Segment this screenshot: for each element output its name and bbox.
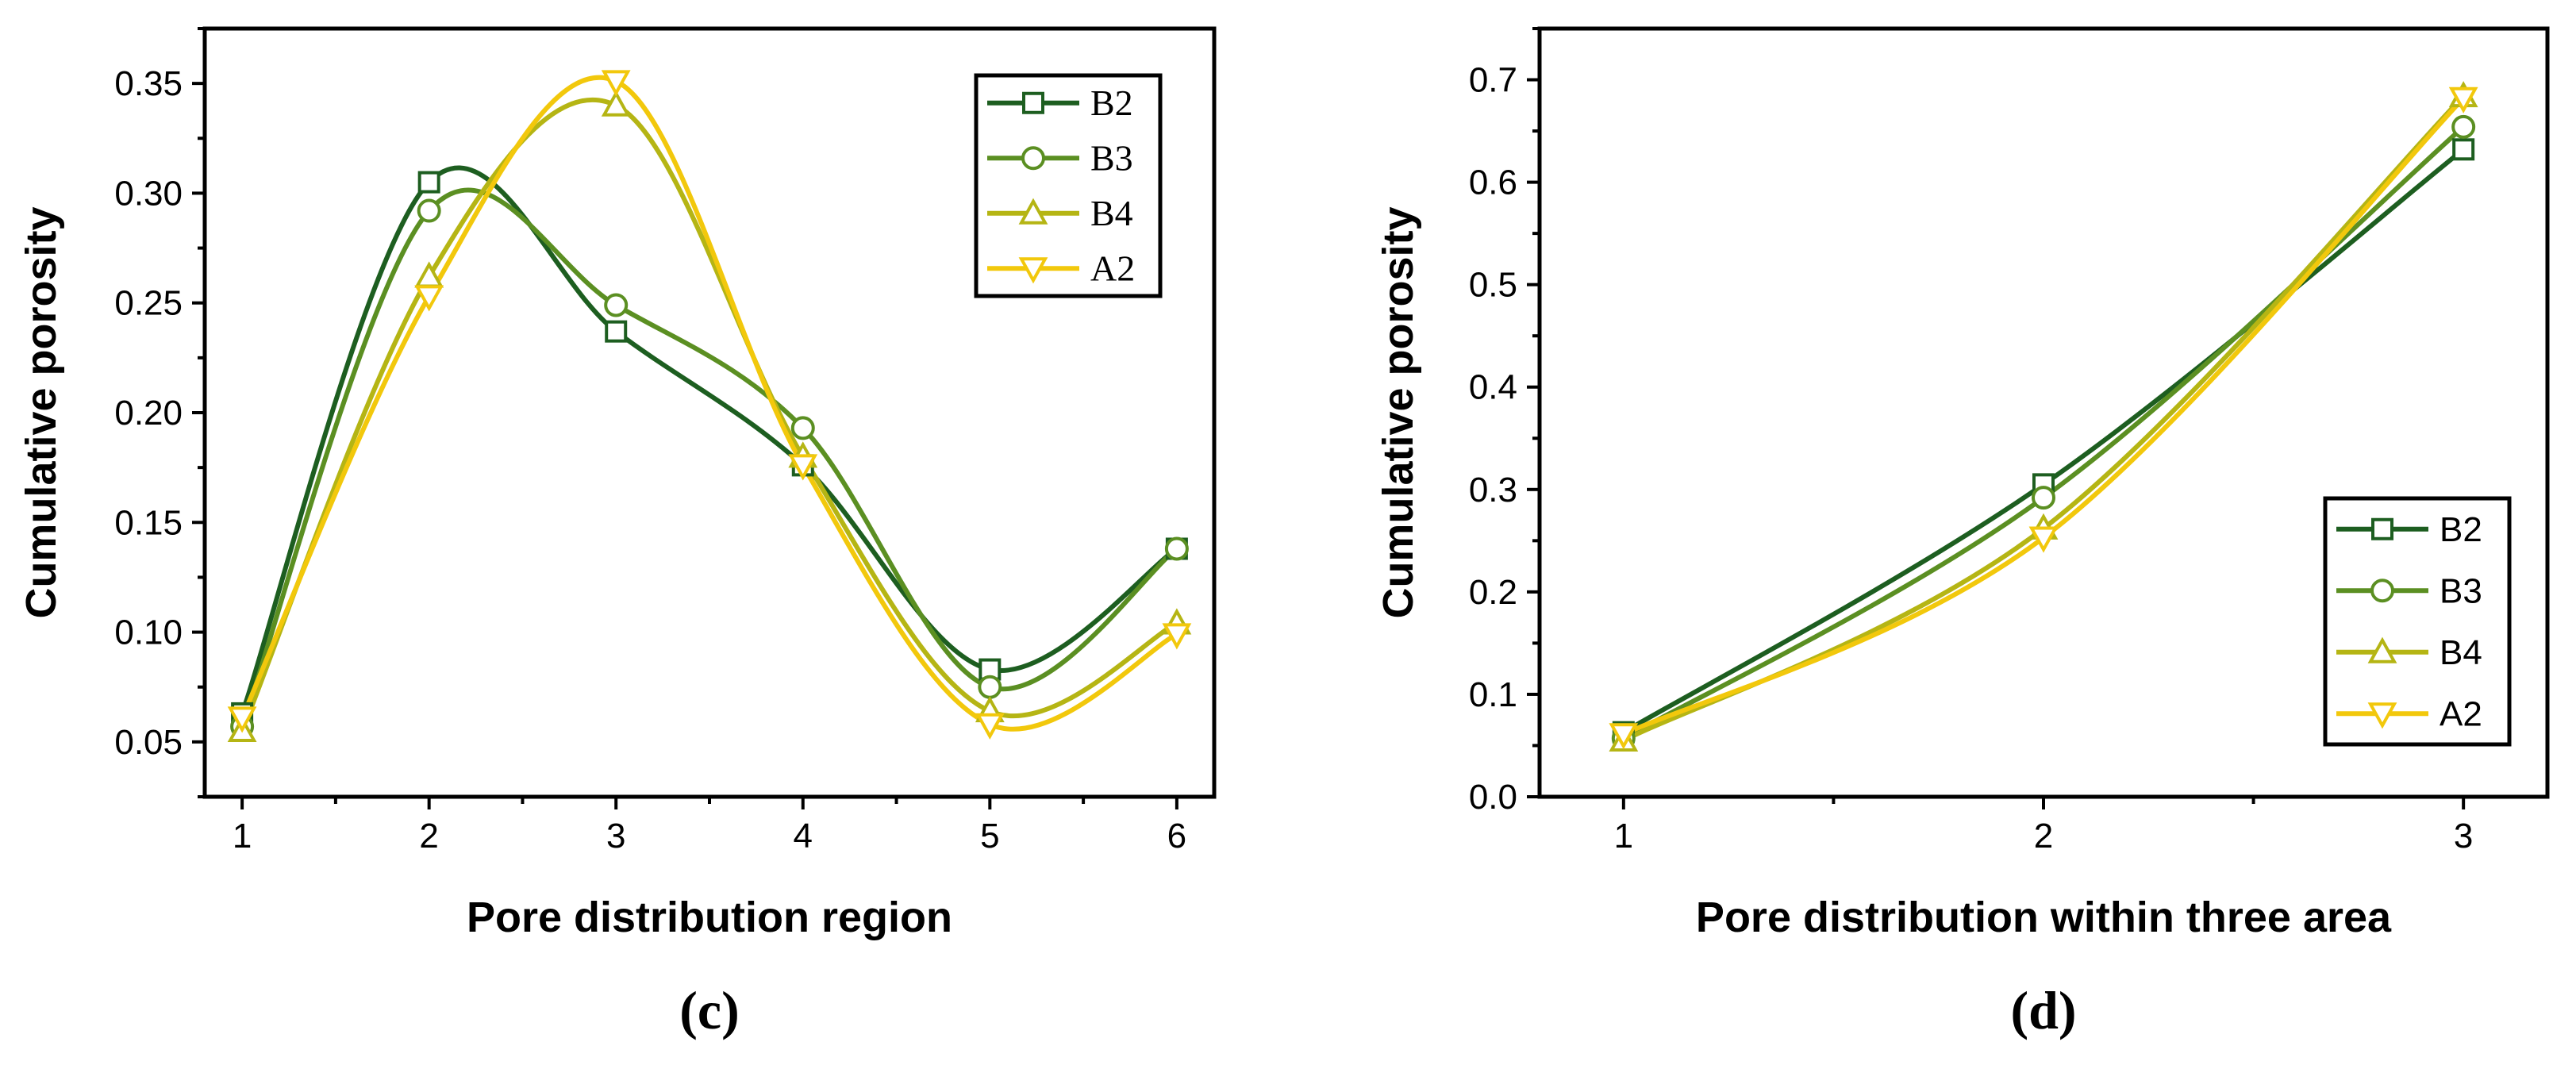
data-point-b3-2: [2032, 486, 2055, 510]
x-tick-label: 1: [1614, 817, 1633, 855]
data-point-a2-1: [227, 706, 257, 733]
x-tick-label: 1: [233, 817, 252, 855]
x-tick-label: 3: [2454, 817, 2473, 855]
legend-label-b2: B2: [1090, 83, 1133, 123]
data-point-a2-3: [601, 70, 631, 97]
legend-marker-a2: [2367, 702, 2397, 729]
legend-box: [974, 73, 1163, 298]
chart-panel-c: 1 2 3 4 5 6 0.05 0.10 0.15 0.20 0.25 0.30 0.35 Pore d…: [17, 26, 1217, 1040]
legend-marker-b4: [2367, 636, 2397, 663]
y-tick-label: 0.15: [114, 503, 183, 542]
data-point-b3-5: [978, 675, 1002, 699]
data-point-b2-3: [2452, 138, 2475, 161]
legend-marker-b4: [1018, 198, 1048, 225]
x-tick-label: 2: [419, 817, 438, 855]
y-tick-label: 0.25: [114, 284, 183, 323]
data-point-b2-2: [417, 171, 440, 194]
y-axis-title: Cumulative porosity: [1375, 206, 1422, 618]
data-point-b2-3: [605, 320, 628, 343]
y-tick-label: 0.4: [1469, 368, 1517, 407]
data-point-b4-2: [414, 261, 444, 288]
x-tick-label: 3: [606, 817, 625, 855]
legend-marker-a2: [1018, 257, 1048, 284]
y-tick-label: 0.35: [114, 64, 183, 103]
data-point-a2-2: [414, 285, 444, 312]
legend-marker-b3: [2370, 579, 2394, 603]
panel-label: (d): [2010, 980, 2076, 1040]
plot-area: [1609, 81, 2478, 752]
y-tick-label: 0.6: [1469, 163, 1517, 202]
legend-label-b2: B2: [2440, 510, 2482, 549]
legend-label-b4: B4: [1090, 193, 1133, 233]
x-tick-label: 5: [980, 817, 999, 855]
x-tick-label: 6: [1167, 817, 1186, 855]
data-point-b3-2: [417, 198, 441, 223]
data-point-a2-4: [788, 454, 818, 481]
y-tick-label: 0.05: [114, 723, 183, 762]
y-axis-title: Cumulative porosity: [17, 206, 65, 618]
data-point-b3-3: [604, 293, 629, 317]
y-tick-label: 0.10: [114, 613, 183, 652]
legend-label-a2: A2: [1090, 248, 1135, 288]
x-axis-title: Pore distribution region: [467, 894, 952, 941]
legend-marker-b3: [1021, 146, 1045, 171]
legend-label-a2: A2: [2440, 694, 2482, 733]
data-point-b3-3: [2451, 114, 2476, 139]
legend-label-b3: B3: [1090, 137, 1133, 178]
y-tick-label: 0.5: [1469, 266, 1517, 305]
chart-panel-d: 1 2 3 0.0 0.1 0.2 0.3 0.4 0.5 0.6 0.7 Pore distribu…: [1375, 26, 2550, 1040]
x-axis-title: Pore distribution within three area: [1696, 894, 2392, 941]
data-point-b3-6: [1164, 536, 1189, 561]
panel-label: (c): [679, 980, 739, 1040]
legend: B2 B3 B4 A2: [974, 73, 1163, 298]
data-point-a2-2: [2028, 526, 2059, 553]
y-tick-label: 0.1: [1469, 675, 1517, 714]
data-point-a2-6: [1162, 623, 1192, 650]
data-point-a2-5: [975, 713, 1005, 740]
legend-box: [2323, 496, 2512, 747]
legend: B2 B3 B4 A2: [2323, 496, 2512, 747]
y-tick-label: 0.2: [1469, 573, 1517, 612]
legend-label-b3: B3: [2440, 571, 2482, 610]
y-tick-label: 0.7: [1469, 61, 1517, 100]
data-point-b4-3: [601, 90, 631, 117]
data-point-a2-1: [1609, 723, 1639, 750]
data-point-b3-4: [790, 416, 815, 440]
data-point-a2-3: [2448, 87, 2478, 113]
legend-marker-b2: [1022, 91, 1044, 114]
plot-area: [227, 70, 1192, 743]
y-tick-label: 0.0: [1469, 778, 1517, 817]
y-tick-label: 0.20: [114, 394, 183, 433]
y-tick-label: 0.30: [114, 174, 183, 213]
y-tick-label: 0.3: [1469, 471, 1517, 509]
legend-label-b4: B4: [2440, 633, 2482, 672]
x-tick-label: 2: [2034, 817, 2053, 855]
legend-marker-b2: [2371, 517, 2393, 540]
x-tick-label: 4: [794, 817, 813, 855]
